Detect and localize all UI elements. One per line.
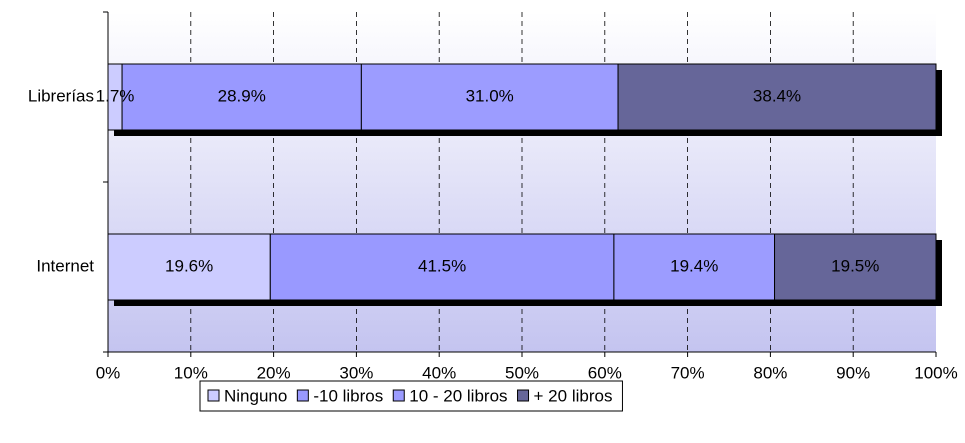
data-label: 1.7% xyxy=(96,86,135,105)
legend-swatch xyxy=(392,389,405,402)
data-label: 19.4% xyxy=(670,256,718,275)
x-tick-label: 50% xyxy=(505,363,539,382)
legend-swatch xyxy=(207,389,220,402)
bar-segment xyxy=(774,233,937,301)
y-tick-label: Librerías xyxy=(28,86,94,105)
legend-label: + 20 libros xyxy=(534,386,613,405)
x-tick-label: 100% xyxy=(914,363,957,382)
x-tick-label: 70% xyxy=(671,363,705,382)
bar-segment xyxy=(269,233,615,301)
legend-label: Ninguno xyxy=(224,386,287,405)
bar-segment xyxy=(121,63,362,131)
data-label: 28.9% xyxy=(218,86,266,105)
data-label: 41.5% xyxy=(418,256,466,275)
x-tick-label: 20% xyxy=(257,363,291,382)
legend-label: -10 libros xyxy=(313,386,383,405)
x-tick-label: 80% xyxy=(753,363,787,382)
x-tick-label: 60% xyxy=(588,363,622,382)
legend xyxy=(199,380,623,412)
bar-segment xyxy=(617,63,937,131)
x-tick-label: 10% xyxy=(174,363,208,382)
x-tick-label: 40% xyxy=(422,363,456,382)
data-label: 38.4% xyxy=(753,86,801,105)
legend-label: 10 - 20 libros xyxy=(409,386,507,405)
legend-swatch xyxy=(517,389,530,402)
data-label: 31.0% xyxy=(466,86,514,105)
x-tick-label: 90% xyxy=(836,363,870,382)
bar-segment xyxy=(613,233,776,301)
data-label: 19.5% xyxy=(831,256,879,275)
x-tick-label: 30% xyxy=(339,363,373,382)
data-label: 19.6% xyxy=(165,256,213,275)
x-tick-label: 0% xyxy=(96,363,121,382)
y-tick-label: Internet xyxy=(36,256,94,275)
legend-swatch xyxy=(296,389,309,402)
